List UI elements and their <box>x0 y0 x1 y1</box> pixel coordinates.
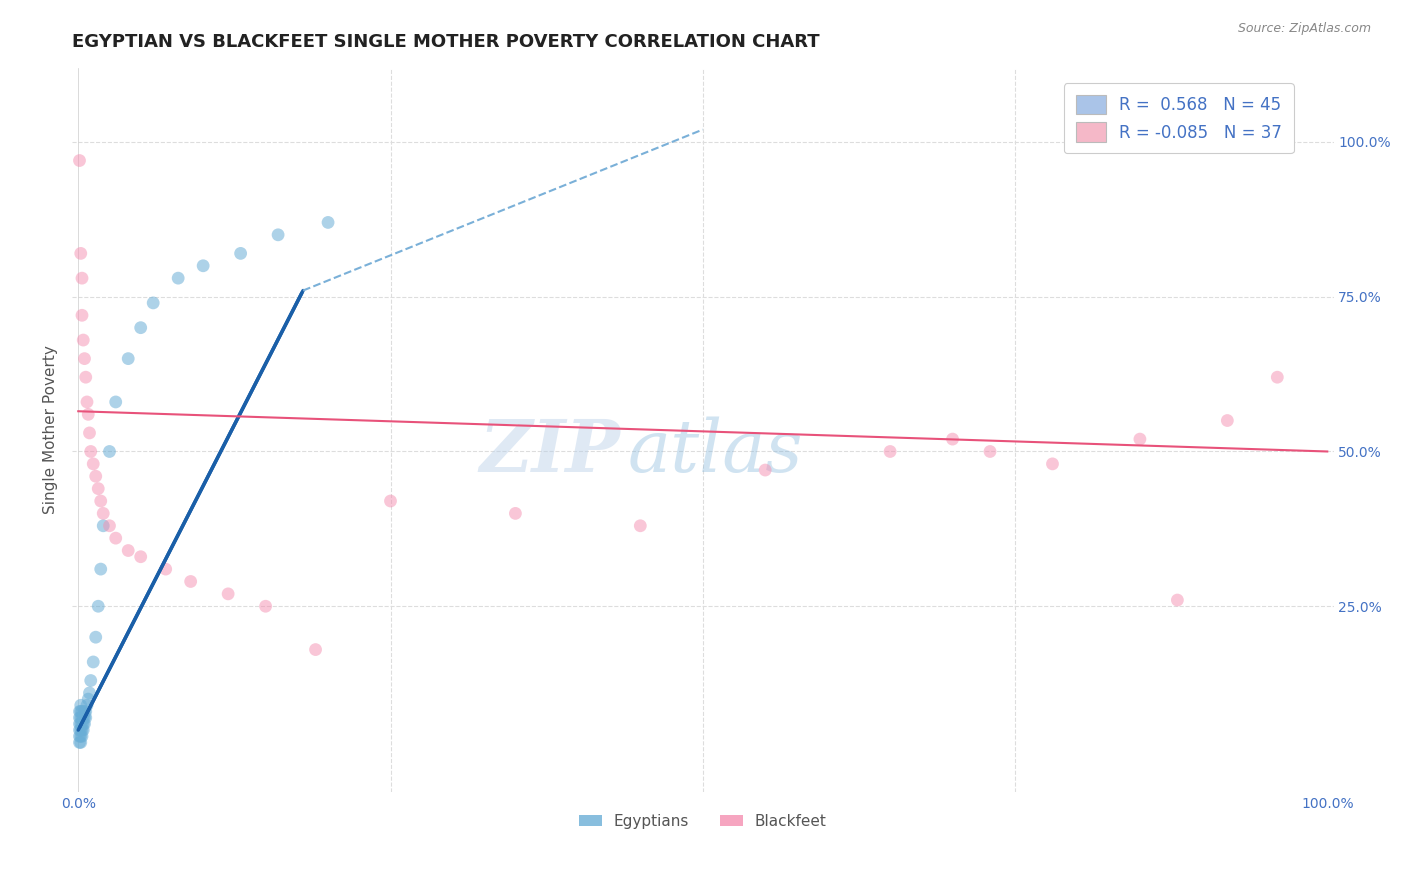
Point <box>84 469 107 483</box>
Point <box>70 271 93 285</box>
Point <box>69 717 91 731</box>
Point <box>79 686 101 700</box>
Point <box>70 711 93 725</box>
Point <box>70 308 93 322</box>
Point <box>167 271 190 285</box>
Point <box>69 723 91 737</box>
Point <box>69 729 91 743</box>
Point <box>129 549 152 564</box>
Point <box>73 351 96 366</box>
Point <box>69 705 91 719</box>
Point <box>90 494 112 508</box>
Point <box>69 153 91 168</box>
Point <box>73 717 96 731</box>
Point <box>75 705 97 719</box>
Point <box>69 729 91 743</box>
Point <box>380 494 402 508</box>
Point <box>316 215 339 229</box>
Point <box>69 735 91 749</box>
Point <box>91 507 114 521</box>
Text: EGYPTIAN VS BLACKFEET SINGLE MOTHER POVERTY CORRELATION CHART: EGYPTIAN VS BLACKFEET SINGLE MOTHER POVE… <box>72 33 820 51</box>
Point <box>142 296 165 310</box>
Point <box>76 395 98 409</box>
Point <box>76 698 98 713</box>
Point <box>1265 370 1288 384</box>
Point <box>69 717 91 731</box>
Point <box>73 711 96 725</box>
Point <box>979 444 1001 458</box>
Point <box>941 432 963 446</box>
Point <box>70 705 93 719</box>
Point <box>191 259 214 273</box>
Point <box>69 711 91 725</box>
Point <box>98 444 121 458</box>
Point <box>72 333 94 347</box>
Point <box>267 227 290 242</box>
Point <box>73 705 96 719</box>
Point <box>1042 457 1064 471</box>
Point <box>80 673 103 688</box>
Y-axis label: Single Mother Poverty: Single Mother Poverty <box>44 345 58 515</box>
Point <box>75 711 97 725</box>
Point <box>1129 432 1152 446</box>
Point <box>72 723 94 737</box>
Point <box>87 482 110 496</box>
Point <box>217 587 239 601</box>
Point <box>129 320 152 334</box>
Point <box>87 599 110 614</box>
Point <box>155 562 177 576</box>
Point <box>754 463 776 477</box>
Point <box>77 408 100 422</box>
Point <box>90 562 112 576</box>
Point <box>254 599 277 614</box>
Point <box>1216 413 1239 427</box>
Point <box>84 630 107 644</box>
Point <box>98 518 121 533</box>
Point <box>72 717 94 731</box>
Point <box>304 642 326 657</box>
Point <box>79 425 101 440</box>
Point <box>69 711 91 725</box>
Point <box>82 457 104 471</box>
Point <box>75 370 97 384</box>
Text: ZIP: ZIP <box>479 416 621 487</box>
Point <box>80 444 103 458</box>
Text: Source: ZipAtlas.com: Source: ZipAtlas.com <box>1237 22 1371 36</box>
Point <box>104 395 127 409</box>
Point <box>1166 593 1188 607</box>
Point <box>69 735 91 749</box>
Point <box>69 246 91 260</box>
Point <box>104 531 127 545</box>
Point <box>77 692 100 706</box>
Point <box>82 655 104 669</box>
Point <box>70 717 93 731</box>
Point <box>628 518 651 533</box>
Point <box>505 507 527 521</box>
Point <box>72 711 94 725</box>
Legend: Egyptians, Blackfeet: Egyptians, Blackfeet <box>572 808 832 835</box>
Point <box>69 723 91 737</box>
Point <box>69 705 91 719</box>
Point <box>70 723 93 737</box>
Point <box>70 729 93 743</box>
Point <box>117 351 139 366</box>
Point <box>879 444 901 458</box>
Point <box>229 246 252 260</box>
Point <box>69 698 91 713</box>
Point <box>180 574 202 589</box>
Point <box>117 543 139 558</box>
Point <box>91 518 114 533</box>
Text: atlas: atlas <box>627 417 803 487</box>
